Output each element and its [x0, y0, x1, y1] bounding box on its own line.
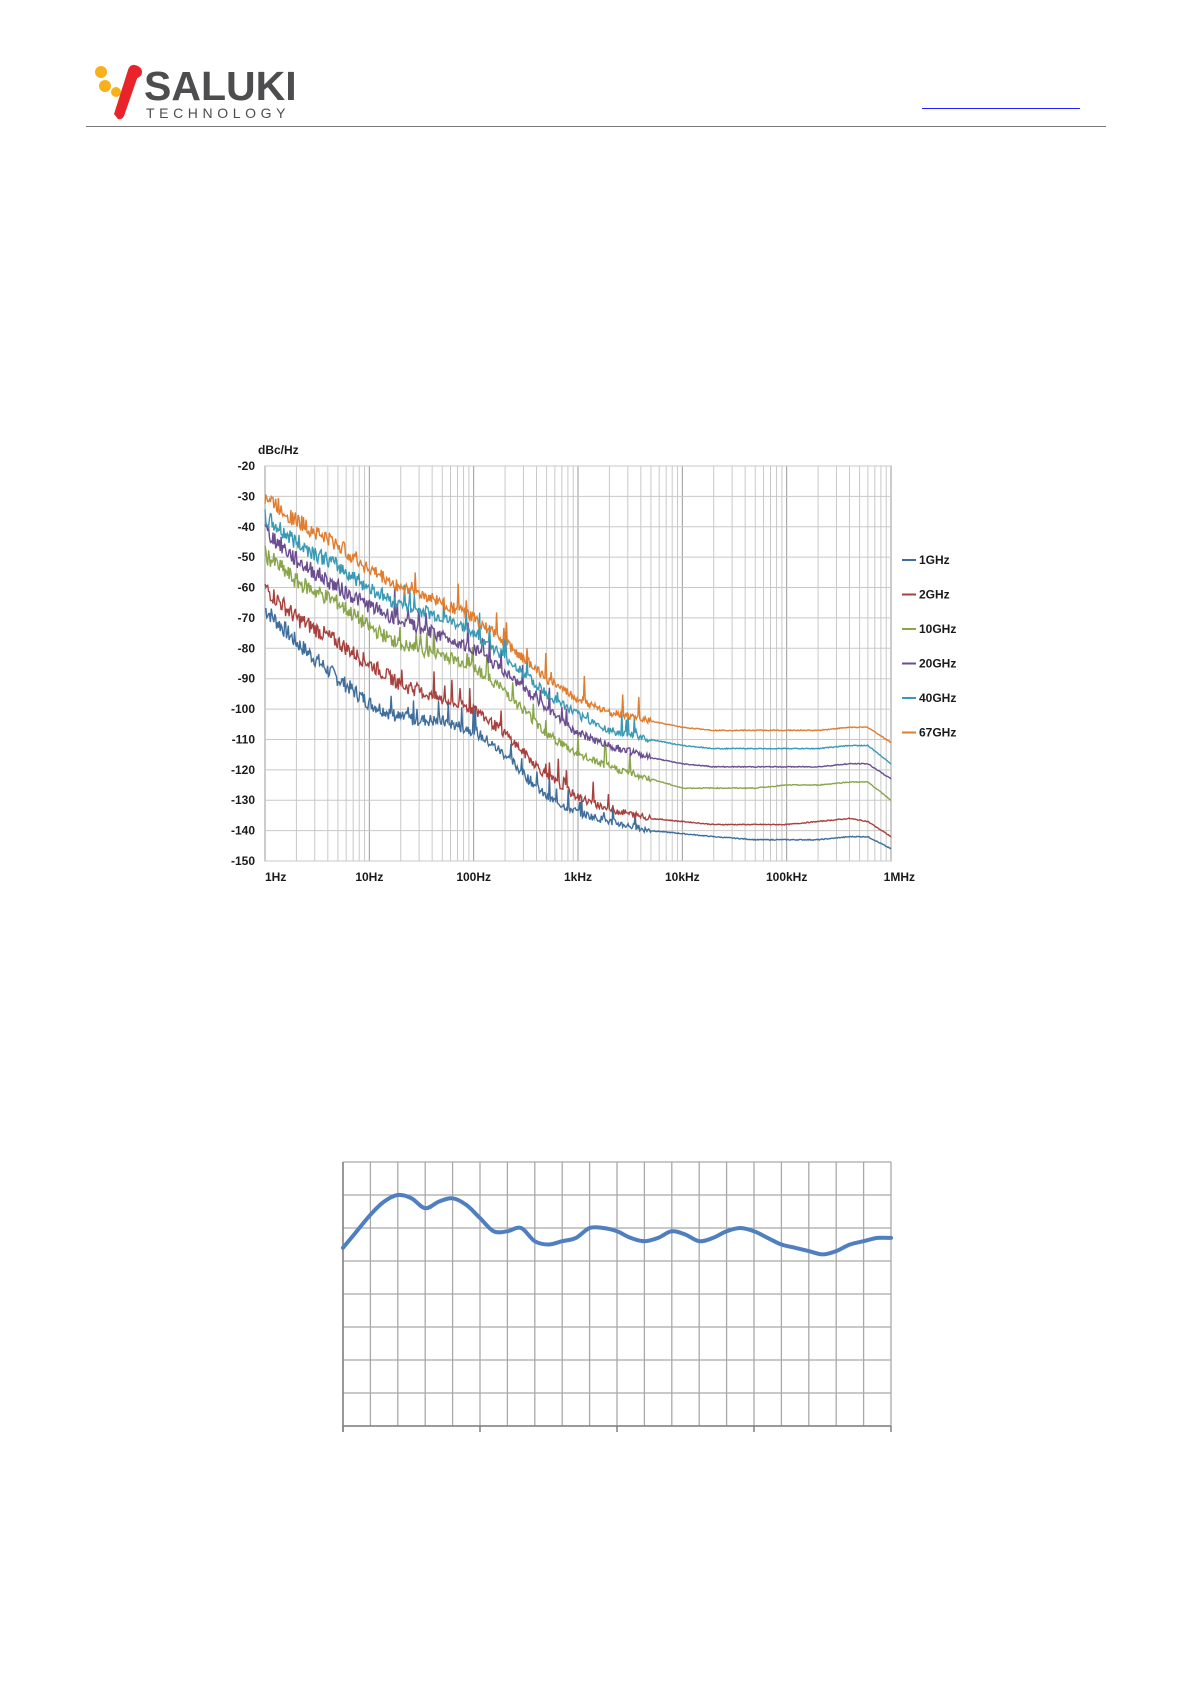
y-tick-labels: -20 -30 -40 -50 -60 -70 -80 -90 -100 -110 -120 -130… [231, 459, 255, 868]
y-tick-label: -100 [231, 702, 255, 716]
y-axis-label: dBc/Hz [258, 443, 299, 457]
x-tick-label: 1kHz [564, 870, 592, 884]
y-tick-label: -150 [231, 854, 255, 868]
series-line-67GHz [264, 494, 892, 744]
y-tick-label: -20 [238, 459, 256, 473]
legend-label: 67GHz [919, 726, 956, 740]
logo-mark-icon [95, 64, 142, 120]
saluki-logo: SALUKI TECHNOLOGY [94, 62, 314, 122]
chart-grid [264, 465, 892, 862]
chart-grid [342, 1161, 892, 1432]
x-tick-label: 10Hz [355, 870, 383, 884]
y-tick-label: -70 [238, 611, 256, 625]
header-divider [86, 126, 1106, 127]
y-tick-label: -40 [238, 520, 256, 534]
x-tick-labels: 1Hz 10Hz 100Hz 1kHz 10kHz 100kHz 1MHz [265, 870, 915, 884]
legend-label: 10GHz [919, 622, 956, 636]
series-line [341, 1192, 893, 1257]
x-tick-label: 100kHz [766, 870, 807, 884]
brand-subtitle: TECHNOLOGY [146, 105, 291, 121]
series-line-1GHz [264, 607, 892, 850]
legend-label: 2GHz [919, 588, 950, 602]
y-tick-label: -50 [238, 550, 256, 564]
y-tick-label: -30 [238, 489, 256, 503]
y-tick-label: -60 [238, 581, 256, 595]
x-tick-label: 10kHz [665, 870, 700, 884]
y-tick-label: -140 [231, 824, 255, 838]
series-line-20GHz [264, 524, 892, 780]
y-tick-label: -110 [232, 732, 256, 746]
phase-noise-chart: dBc/Hz -20-30-40-50-60-70-80-90-100-110-… [231, 443, 956, 884]
series-line-2GHz [264, 583, 892, 838]
legend-label: 40GHz [919, 691, 956, 705]
header-link[interactable] [922, 108, 1080, 109]
x-tick-label: 100Hz [456, 870, 491, 884]
x-tick-label: 1MHz [884, 870, 915, 884]
flatness-chart [341, 1161, 893, 1432]
y-tick-label: -80 [238, 641, 256, 655]
y-tick-label: -130 [231, 793, 255, 807]
legend-label: 20GHz [919, 657, 956, 671]
x-tick-label: 1Hz [265, 870, 286, 884]
series-lines [264, 494, 892, 850]
series-line-40GHz [264, 509, 892, 765]
chart-legend: 1GHz 2GHz 10GHz 20GHz 40GHz 67GHz [902, 553, 956, 740]
brand-name: SALUKI [144, 63, 297, 109]
series-lines [341, 1192, 893, 1257]
y-tick-label: -120 [231, 763, 255, 777]
legend-label: 1GHz [919, 553, 950, 567]
y-tick-label: -90 [238, 672, 256, 686]
